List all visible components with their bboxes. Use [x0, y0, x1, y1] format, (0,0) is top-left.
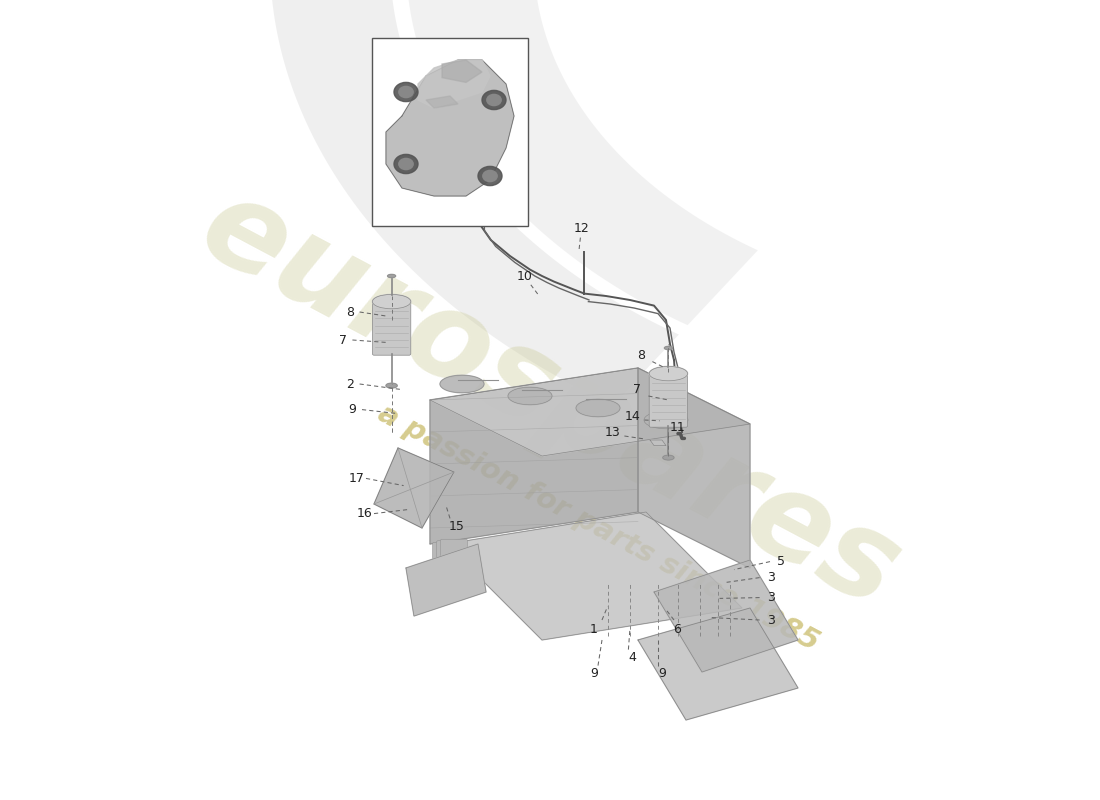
FancyBboxPatch shape — [373, 302, 410, 355]
Polygon shape — [406, 544, 486, 616]
Ellipse shape — [387, 274, 396, 278]
Text: 16: 16 — [356, 507, 372, 520]
Polygon shape — [638, 608, 798, 720]
FancyBboxPatch shape — [649, 374, 688, 427]
Text: 10: 10 — [517, 270, 532, 283]
Text: 4: 4 — [628, 651, 636, 664]
Ellipse shape — [399, 158, 414, 170]
Text: 3: 3 — [767, 614, 774, 626]
Text: 15: 15 — [449, 520, 464, 533]
Ellipse shape — [394, 82, 418, 102]
Ellipse shape — [487, 94, 502, 106]
Ellipse shape — [482, 90, 506, 110]
Ellipse shape — [644, 411, 688, 429]
Text: 5: 5 — [778, 555, 785, 568]
Ellipse shape — [483, 170, 497, 182]
Polygon shape — [446, 512, 742, 640]
Text: 8: 8 — [346, 306, 354, 318]
Text: 14: 14 — [625, 410, 640, 422]
Polygon shape — [426, 96, 458, 108]
FancyBboxPatch shape — [437, 541, 463, 592]
Polygon shape — [650, 440, 666, 446]
Ellipse shape — [478, 166, 502, 186]
Text: a passion for parts since 1985: a passion for parts since 1985 — [373, 399, 823, 657]
Text: 12: 12 — [574, 222, 590, 234]
FancyBboxPatch shape — [440, 539, 467, 590]
Ellipse shape — [394, 154, 418, 174]
Text: 17: 17 — [349, 472, 364, 485]
Text: 2: 2 — [346, 378, 354, 390]
Text: 11: 11 — [669, 421, 685, 434]
Ellipse shape — [663, 455, 674, 460]
Ellipse shape — [664, 346, 672, 350]
Polygon shape — [430, 368, 638, 544]
Ellipse shape — [508, 387, 552, 405]
Text: 7: 7 — [339, 334, 346, 346]
Ellipse shape — [399, 86, 414, 98]
Text: 9: 9 — [349, 403, 356, 416]
Polygon shape — [638, 368, 750, 568]
Text: eurospares: eurospares — [182, 167, 918, 633]
Polygon shape — [374, 448, 454, 528]
Ellipse shape — [576, 399, 620, 417]
Text: 1: 1 — [590, 623, 598, 636]
Polygon shape — [270, 0, 679, 405]
Text: 13: 13 — [605, 426, 620, 438]
Text: 9: 9 — [658, 667, 666, 680]
Polygon shape — [654, 560, 798, 672]
Text: 11: 11 — [456, 181, 472, 194]
FancyBboxPatch shape — [372, 38, 528, 226]
Text: 3: 3 — [767, 571, 774, 584]
Text: 7: 7 — [634, 383, 641, 396]
Polygon shape — [430, 368, 750, 456]
FancyBboxPatch shape — [432, 542, 460, 594]
Polygon shape — [418, 60, 490, 108]
Text: 6: 6 — [673, 623, 681, 636]
Polygon shape — [442, 60, 482, 82]
Text: 9: 9 — [590, 667, 598, 680]
Polygon shape — [386, 60, 514, 196]
Ellipse shape — [440, 375, 484, 393]
Ellipse shape — [386, 383, 397, 388]
Polygon shape — [406, 0, 758, 325]
Text: 3: 3 — [767, 591, 774, 604]
Ellipse shape — [373, 294, 410, 309]
Text: 8: 8 — [637, 349, 646, 362]
Ellipse shape — [649, 366, 688, 381]
